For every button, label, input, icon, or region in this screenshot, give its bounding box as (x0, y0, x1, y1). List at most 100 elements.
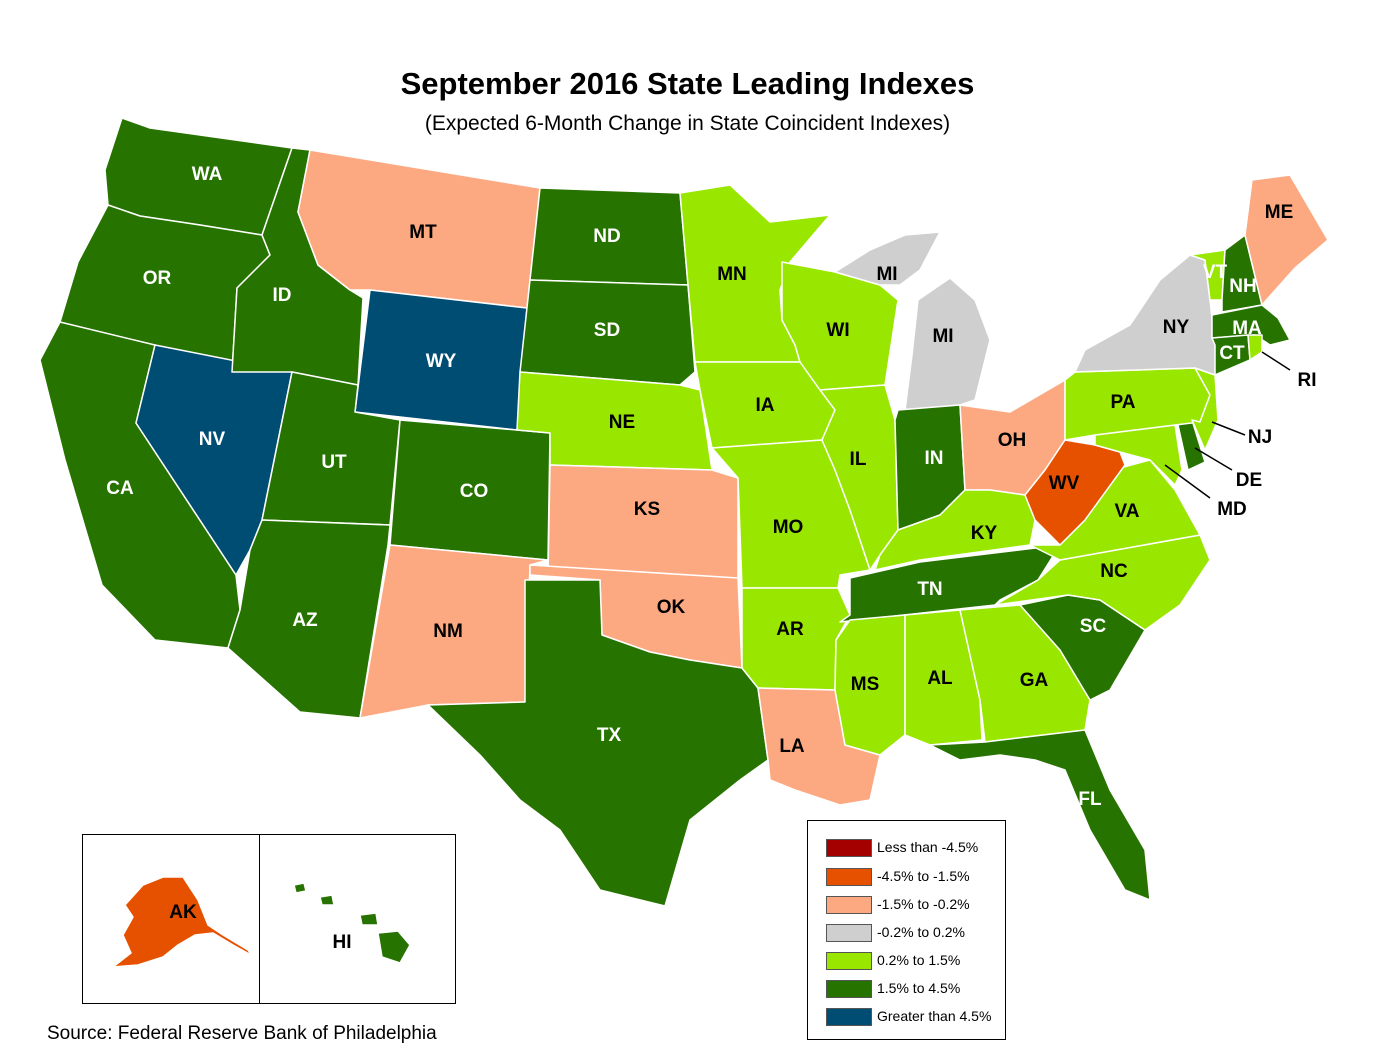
state-MI-lower (904, 277, 991, 411)
label-WA: WA (192, 164, 223, 185)
state-HI-kauai (293, 882, 307, 894)
legend-swatch (826, 896, 872, 914)
label-IN: IN (925, 448, 944, 469)
label-SC: SC (1080, 616, 1107, 637)
legend-label: -0.2% to 0.2% (877, 924, 965, 940)
label-OK: OK (657, 597, 686, 618)
label-NY: NY (1163, 317, 1190, 338)
leader-MD (1164, 464, 1211, 499)
state-NC (994, 534, 1211, 631)
legend-label: 1.5% to 4.5% (877, 980, 961, 996)
label-ID: ID (273, 285, 292, 306)
map-title: September 2016 State Leading Indexes (400, 66, 975, 101)
label-MN: MN (717, 264, 747, 285)
state-HI-oahu (319, 894, 335, 906)
label-VA: VA (1115, 501, 1140, 522)
label-UT: UT (321, 452, 347, 473)
alaska-inset: AK (82, 834, 260, 1004)
label-FL: FL (1078, 789, 1102, 810)
hawaii-inset: HI (259, 834, 456, 1004)
label-NH: NH (1229, 276, 1256, 297)
legend-swatch (826, 868, 872, 886)
label-CO: CO (460, 481, 489, 502)
label-DE: DE (1236, 470, 1262, 491)
label-HI: HI (333, 932, 352, 953)
label-SD: SD (594, 320, 620, 341)
state-KS (547, 464, 739, 579)
legend-label: -1.5% to -0.2% (877, 896, 970, 912)
legend-item: -4.5% to -1.5% (808, 863, 1005, 891)
label-KS: KS (634, 499, 660, 520)
label-AR: AR (776, 619, 804, 640)
map-subtitle: (Expected 6-Month Change in State Coinci… (424, 112, 951, 135)
legend-item: Greater than 4.5% (808, 1003, 1005, 1031)
legend-item: Less than -4.5% (808, 834, 1005, 862)
label-MD: MD (1217, 499, 1247, 520)
leader-RI (1261, 351, 1291, 371)
state-IL (819, 384, 899, 571)
state-FL (929, 729, 1151, 901)
state-MN (679, 184, 831, 363)
leader-DE (1194, 447, 1233, 471)
label-NJ: NJ (1248, 427, 1272, 448)
state-TN (839, 544, 1061, 623)
state-HI-maui (359, 912, 379, 926)
label-WV: WV (1049, 473, 1080, 494)
label-WI: WI (826, 320, 849, 341)
legend-swatch (826, 980, 872, 998)
legend-swatch (826, 1008, 872, 1026)
state-HI-big (377, 930, 411, 964)
label-MI-upper: MI (876, 264, 897, 285)
label-RI: RI (1298, 370, 1317, 391)
label-AL: AL (927, 668, 953, 689)
legend-item: -1.5% to -0.2% (808, 891, 1005, 919)
label-TN: TN (917, 579, 942, 600)
legend: Less than -4.5% -4.5% to -1.5% -1.5% to … (807, 820, 1006, 1040)
label-PA: PA (1111, 392, 1136, 413)
legend-label: 0.2% to 1.5% (877, 952, 961, 968)
label-MS: MS (851, 674, 880, 695)
label-TX: TX (597, 725, 622, 746)
state-MD (1094, 424, 1183, 486)
label-ME: ME (1265, 202, 1294, 223)
state-VT (1189, 249, 1226, 301)
state-MI-upper (834, 231, 941, 286)
label-NE: NE (609, 412, 635, 433)
legend-label: Greater than 4.5% (877, 1008, 992, 1024)
state-CT (1211, 334, 1251, 376)
state-NJ (1191, 367, 1219, 451)
label-MA: MA (1232, 318, 1262, 339)
label-MI-lower: MI (932, 326, 953, 347)
label-CA: CA (106, 478, 134, 499)
label-VT: VT (1203, 262, 1228, 283)
legend-item: -0.2% to 0.2% (808, 919, 1005, 947)
label-AK: AK (169, 902, 197, 923)
label-CT: CT (1219, 343, 1245, 364)
legend-swatch (826, 952, 872, 970)
legend-label: Less than -4.5% (877, 839, 979, 855)
state-TX (427, 579, 769, 907)
state-AK (112, 876, 252, 968)
label-OH: OH (998, 430, 1027, 451)
label-KY: KY (971, 523, 998, 544)
state-AZ (227, 519, 391, 719)
label-WY: WY (426, 351, 457, 372)
state-WV (1024, 439, 1126, 546)
label-MT: MT (409, 222, 437, 243)
legend-item: 0.2% to 1.5% (808, 947, 1005, 975)
legend-swatch (826, 924, 872, 942)
label-LA: LA (779, 736, 805, 757)
label-NV: NV (199, 429, 226, 450)
label-NC: NC (1100, 561, 1128, 582)
label-AZ: AZ (292, 610, 318, 631)
label-NM: NM (433, 621, 463, 642)
leader-NJ (1211, 421, 1246, 436)
label-GA: GA (1020, 670, 1049, 691)
label-ND: ND (593, 226, 620, 247)
label-IA: IA (756, 395, 775, 416)
label-IL: IL (850, 449, 867, 470)
state-SD (519, 279, 696, 386)
legend-swatch (826, 839, 872, 857)
hawaii-map: HI (293, 882, 411, 964)
